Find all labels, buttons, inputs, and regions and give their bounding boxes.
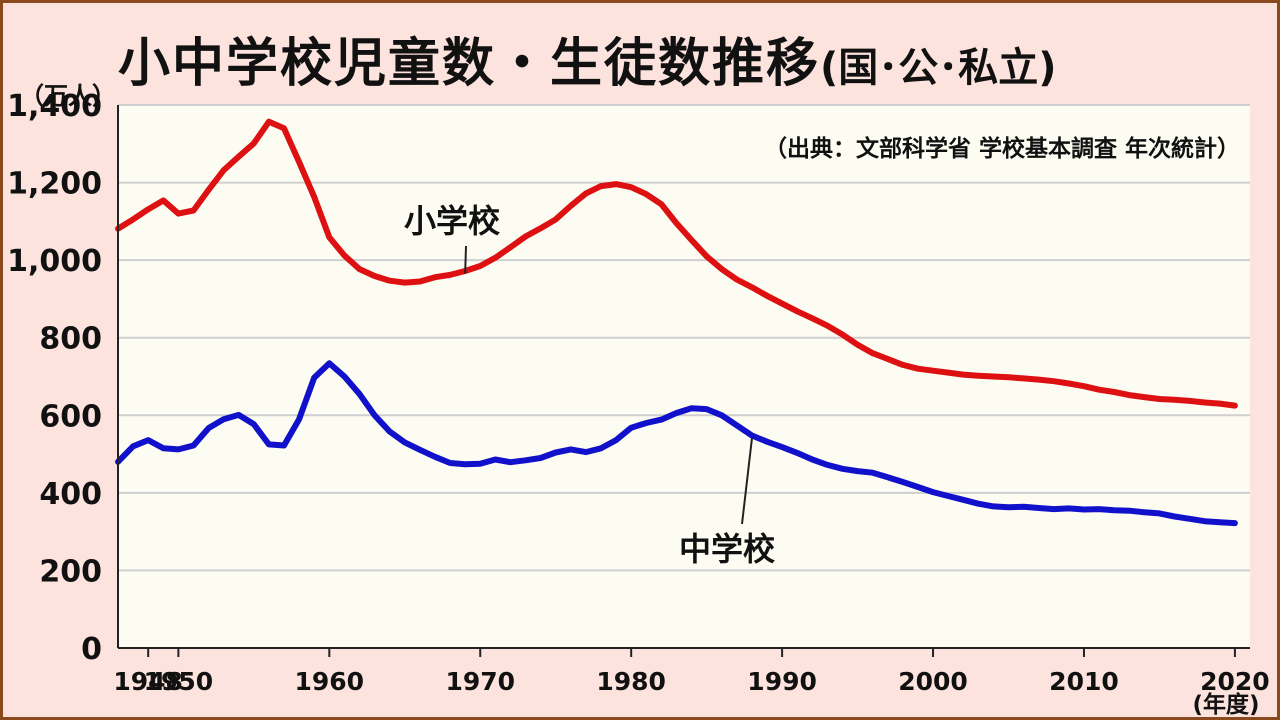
x-tick-label-1950: 1950: [144, 667, 214, 696]
title-main: 小中学校児童数・生徒数推移: [118, 34, 821, 94]
x-tick-label-1948: 1948: [113, 667, 183, 696]
y-tick-label-1400: 1,400: [7, 89, 102, 124]
source-note: （出典：文部科学省 学校基本調査 年次統計）: [764, 135, 1240, 162]
y-tick-label-600: 600: [39, 399, 102, 434]
series-line-elementary: [115, 118, 1238, 409]
x-tick-label-1990: 1990: [747, 667, 817, 696]
annotation-leader-junior-high: [741, 438, 753, 525]
axes: [117, 105, 1250, 657]
x-tick-label-2010: 2010: [1049, 667, 1119, 696]
y-tick-label-200: 200: [39, 554, 102, 589]
plot-area: [118, 105, 1250, 648]
y-tick-label-1000: 1,000: [7, 244, 102, 279]
annotation-label-junior-high: 中学校: [679, 530, 775, 568]
grid-lines: [118, 104, 1250, 572]
y-tick-label-400: 400: [39, 477, 102, 512]
page-title: 小中学校児童数・生徒数推移(国･公･私立): [118, 21, 1057, 96]
y-tick-label-800: 800: [39, 322, 102, 357]
series-layer: [115, 118, 1238, 527]
annotation-label-elementary: 小学校: [404, 202, 500, 240]
y-axis-unit-label: （万人）: [20, 82, 116, 110]
x-axis-unit-label: (年度): [1192, 691, 1259, 718]
x-tick-label-1980: 1980: [596, 667, 666, 696]
x-tick-label-2020: 2020: [1200, 667, 1270, 696]
x-tick-label-2000: 2000: [898, 667, 968, 696]
y-tick-label-0: 0: [81, 632, 102, 667]
y-tick-labels: 0 200 400 600 800 1,000 1,200 1,400: [7, 89, 102, 667]
x-tick-label-1970: 1970: [445, 667, 515, 696]
series-line-junior-high: [115, 360, 1238, 527]
y-tick-label-1200: 1,200: [7, 167, 102, 202]
x-tick-label-1960: 1960: [295, 667, 365, 696]
annotation-leader-elementary: [464, 245, 467, 274]
title-sub: (国･公･私立): [820, 45, 1057, 91]
